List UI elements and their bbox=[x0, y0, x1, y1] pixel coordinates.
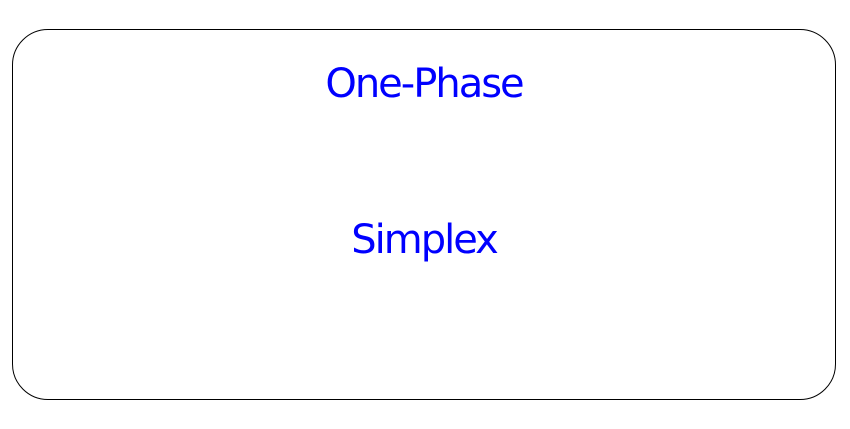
node-box bbox=[12, 29, 836, 400]
node-label-line-2: Simplex bbox=[351, 217, 499, 263]
node-label-line-1: One-Phase bbox=[325, 61, 524, 107]
